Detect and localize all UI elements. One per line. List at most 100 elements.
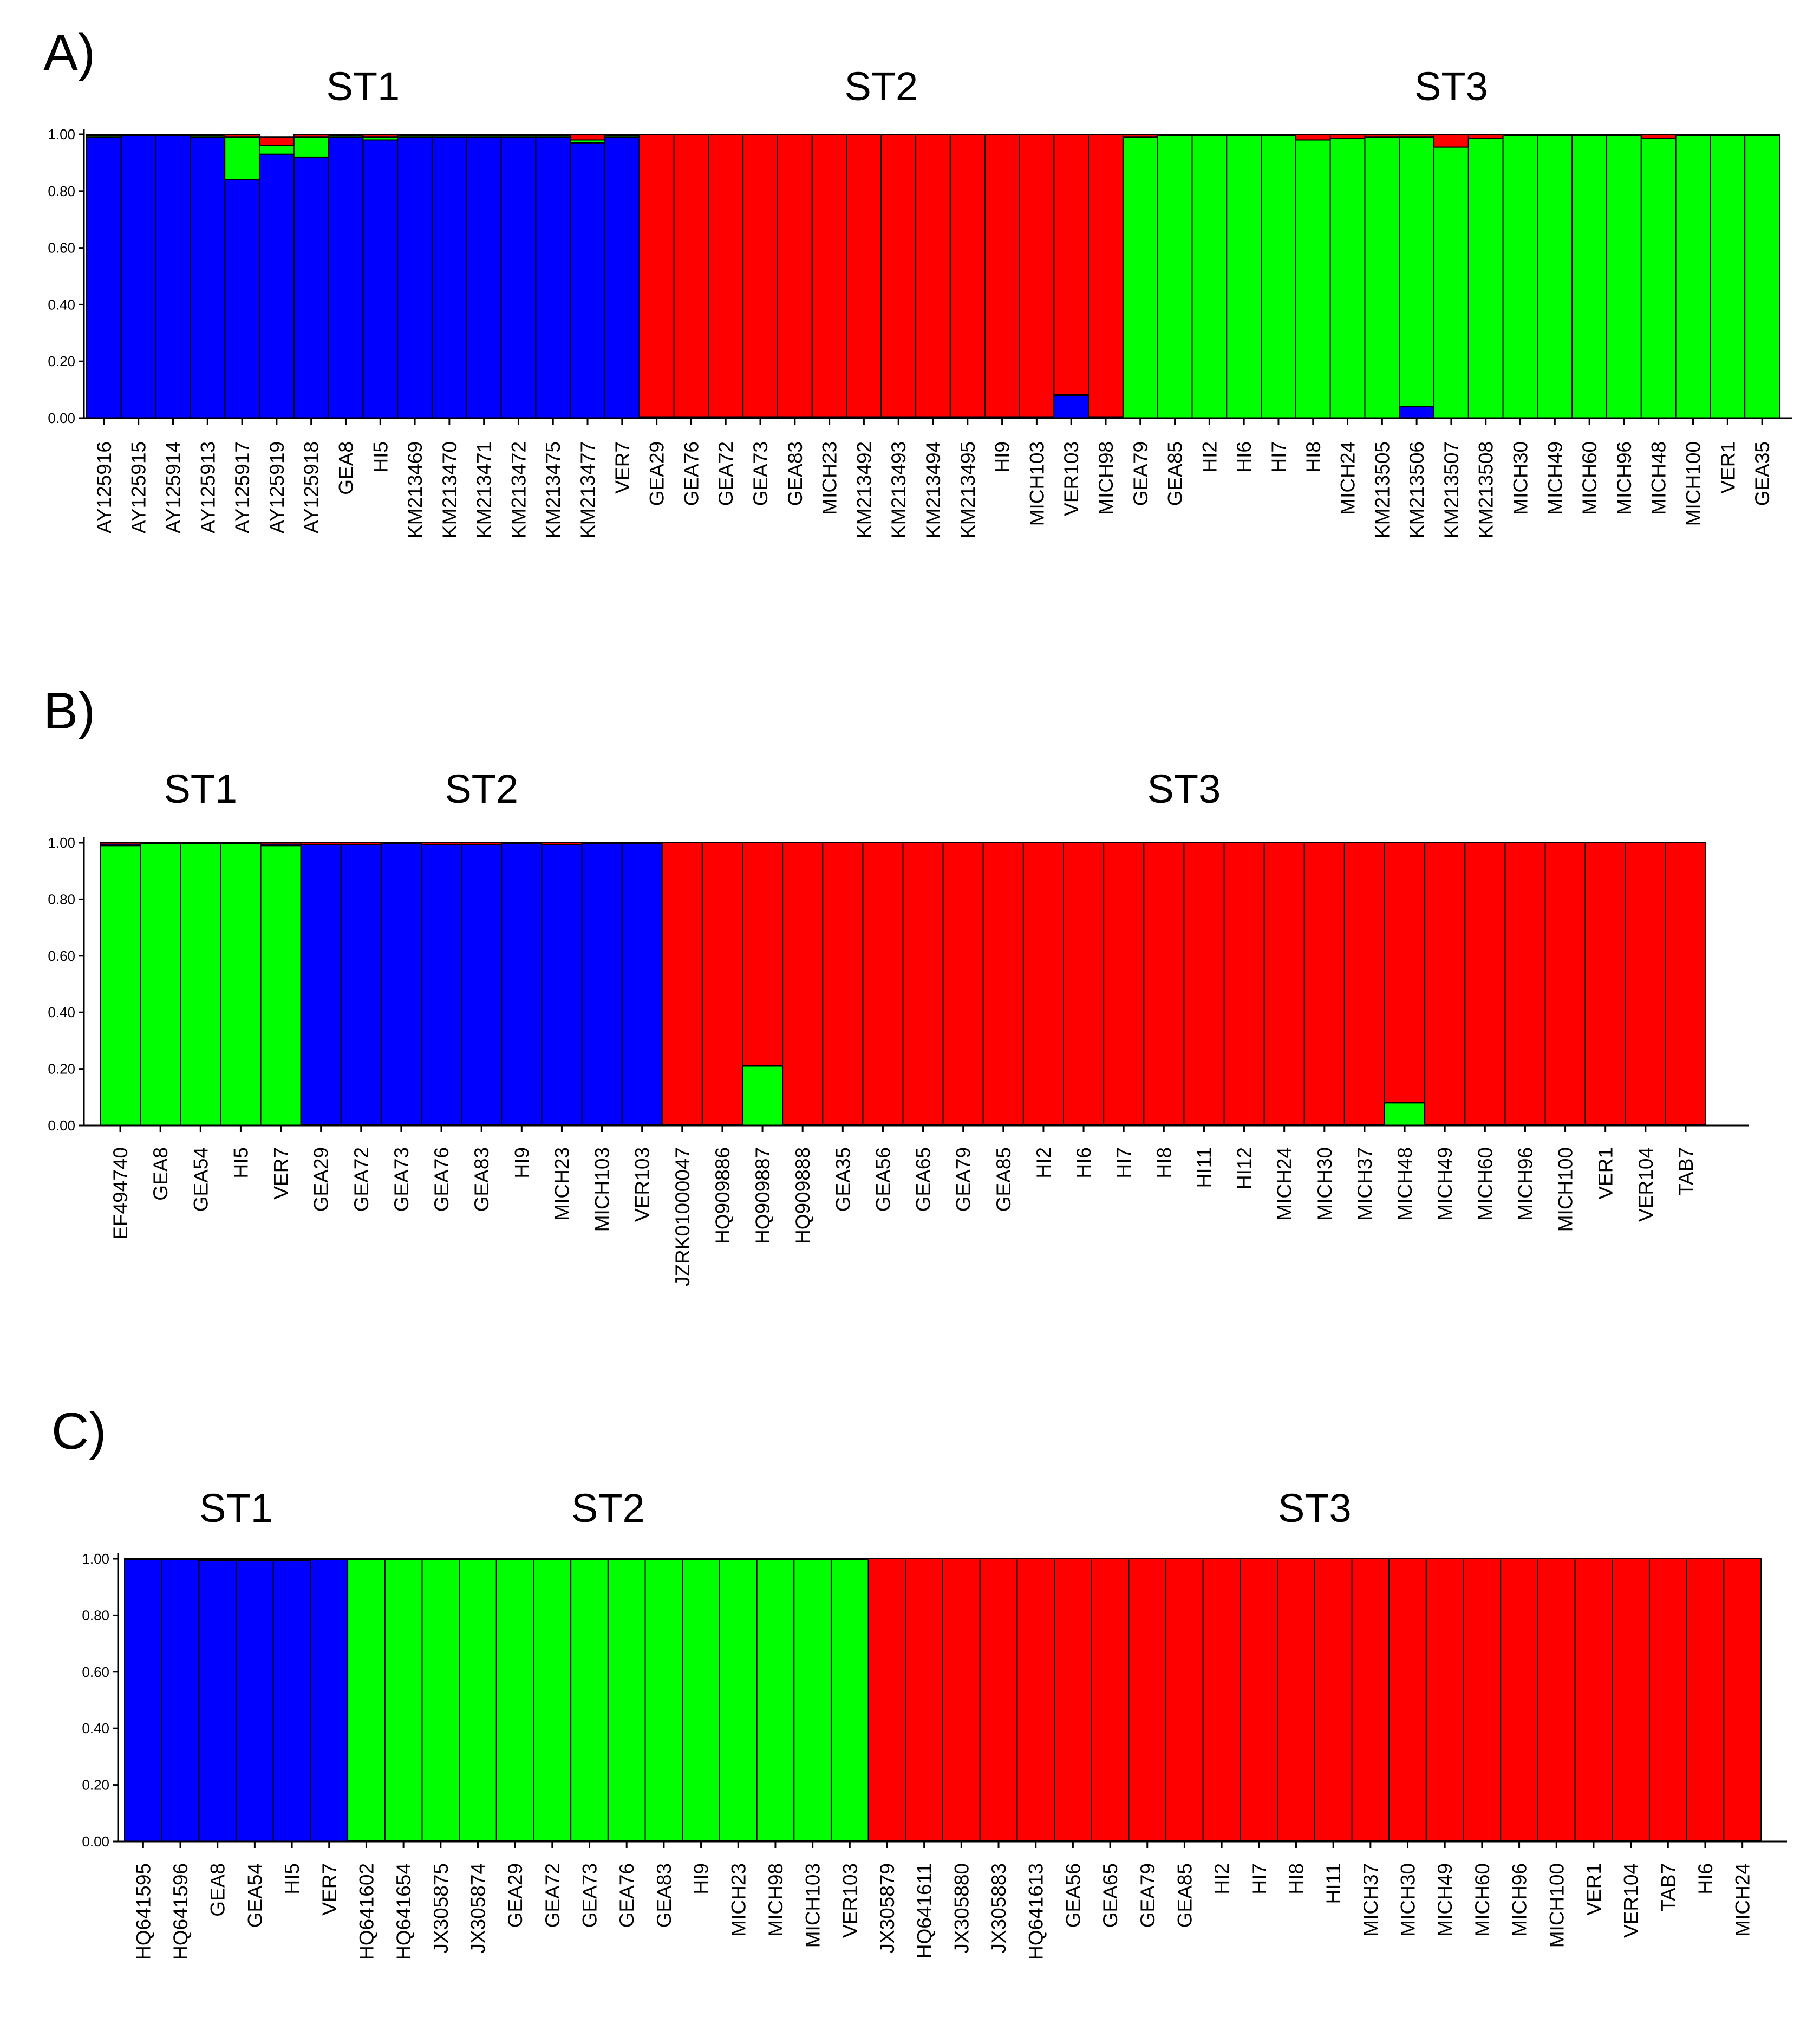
y-tick-label: 0.20	[48, 1061, 75, 1077]
x-tick-label: HQ641596	[169, 1863, 192, 1960]
bar-segment-green	[1122, 136, 1158, 419]
bar-segment-blue	[1053, 395, 1090, 419]
bar-segment-green	[347, 1559, 386, 1841]
bar-segment-red	[1464, 842, 1506, 1125]
bar-segment-blue	[120, 135, 156, 419]
x-tick-label: GEA79	[1137, 1863, 1159, 1928]
x-tick-label: MICH37	[1360, 1863, 1382, 1937]
x-tick-label: GEA83	[784, 441, 806, 506]
x-tick-label: VER1	[1717, 441, 1739, 494]
bar-segment-red	[260, 842, 302, 845]
x-tick-label: MICH103	[802, 1863, 824, 1948]
x-tick-label: MICH24	[1337, 441, 1359, 515]
bar-segment-green	[220, 843, 262, 1126]
bar-segment-red	[340, 842, 382, 845]
bar-segment-red	[902, 842, 944, 1125]
x-tick-label: GEA65	[912, 1147, 935, 1212]
bar-segment-red	[236, 1558, 274, 1560]
group-label-st1: ST1	[199, 1486, 273, 1531]
bar-segment-red	[1384, 842, 1426, 1103]
x-tick-label: KM213475	[542, 441, 564, 538]
bar-segment-green	[224, 136, 260, 180]
x-tick-label: MICH30	[1314, 1147, 1336, 1221]
x-tick-label: HI7	[1248, 1863, 1270, 1895]
bar-segment-red	[1424, 842, 1466, 1125]
y-tick-label: 0.60	[48, 240, 75, 256]
x-tick-label: HI9	[991, 441, 1014, 473]
bar-segment-blue	[466, 136, 502, 419]
y-tick-label: 0.40	[82, 1720, 109, 1736]
bar-segment-red	[942, 1558, 981, 1841]
bar-segment-blue	[293, 156, 329, 419]
bar-segment-red	[1723, 1558, 1762, 1841]
bar-segment-green	[459, 1559, 497, 1841]
bar-segment-red	[1128, 1558, 1167, 1841]
bar-segment-red	[638, 134, 675, 418]
x-tick-label: MICH30	[1510, 441, 1532, 515]
bar-segment-red	[1329, 134, 1366, 139]
x-tick-label: GEA85	[993, 1147, 1015, 1212]
bar-segment-red	[431, 134, 467, 136]
bar-segment-red	[867, 1558, 906, 1841]
bar-segment-red	[942, 842, 984, 1125]
bar-segment-red	[1425, 1558, 1464, 1841]
bar-segment-red	[1574, 1558, 1613, 1841]
bar-segment-red	[258, 136, 295, 146]
bar-segment-blue	[328, 136, 364, 419]
x-tick-label: GEA73	[390, 1147, 413, 1212]
bar-segment-red	[1303, 842, 1345, 1125]
bar-segment-red	[541, 842, 583, 845]
bar-segment-green	[1261, 135, 1296, 419]
panel-letter: B)	[43, 682, 95, 740]
x-tick-label: HI2	[1198, 441, 1221, 473]
bar-segment-blue	[362, 139, 399, 419]
bar-segment-red	[782, 842, 824, 1125]
x-tick-label: MICH48	[1394, 1147, 1416, 1221]
bar-segment-blue	[1399, 406, 1435, 419]
x-tick-label: HQ641602	[355, 1863, 377, 1960]
x-tick-label: GEA54	[244, 1863, 266, 1928]
y-tick-label: 0.20	[48, 353, 75, 369]
bar-segment-blue	[236, 1560, 274, 1843]
x-tick-label: HI7	[1113, 1147, 1135, 1179]
bar-segment-green	[742, 1065, 784, 1127]
bar-segment-blue	[124, 1559, 162, 1842]
bar-segment-blue	[570, 142, 605, 419]
bar-segment-red	[1364, 134, 1400, 138]
y-tick-label: 1.00	[48, 126, 75, 142]
bar-segment-red	[1606, 134, 1642, 136]
bar-segment-red	[421, 1558, 460, 1560]
bar-segment-red	[604, 134, 640, 136]
group-label-st2: ST2	[844, 64, 918, 109]
x-tick-label: GEA29	[646, 441, 668, 506]
group-label-st3: ST3	[1414, 64, 1488, 109]
bar-segment-red	[570, 1558, 609, 1560]
bar-segment-blue	[581, 843, 623, 1125]
x-tick-label: HI5	[230, 1147, 252, 1179]
bar-segment-red	[1019, 134, 1055, 418]
x-tick-label: GEA35	[832, 1147, 854, 1212]
group-label-st1: ST1	[164, 766, 237, 811]
bar-segment-red	[1263, 842, 1305, 1125]
bar-segment-red	[155, 134, 191, 136]
bar-segment-red	[1091, 1558, 1130, 1841]
bar-segment-green	[1537, 135, 1573, 419]
x-tick-label: MICH23	[819, 441, 841, 515]
bar-segment-green	[533, 1559, 572, 1841]
x-tick-label: GEA76	[616, 1863, 638, 1928]
bar-segment-red	[1088, 134, 1124, 418]
x-tick-label: VER7	[611, 441, 634, 494]
x-tick-label: VER104	[1635, 1147, 1657, 1222]
bar-segment-blue	[535, 136, 571, 419]
x-tick-label: VER104	[1620, 1863, 1642, 1938]
bar-segment-red	[1063, 842, 1105, 1125]
bar-segment-red	[198, 1558, 237, 1560]
bar-segment-red	[1165, 1558, 1204, 1841]
bar-segment-red	[500, 134, 537, 136]
x-tick-label: GEA79	[953, 1147, 975, 1212]
x-tick-label: MICH37	[1354, 1147, 1376, 1221]
x-tick-label: GEA73	[749, 441, 772, 506]
x-tick-label: MICH23	[727, 1863, 749, 1937]
bar-segment-red	[979, 1558, 1018, 1841]
bar-segment-green	[140, 843, 181, 1126]
